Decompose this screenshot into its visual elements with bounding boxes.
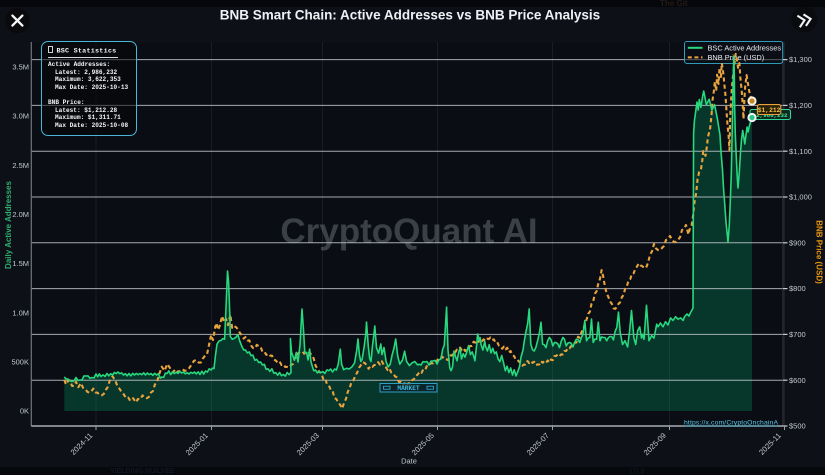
svg-text:BSC Active Addresses: BSC Active Addresses xyxy=(708,43,782,52)
svg-text:1.0M: 1.0M xyxy=(12,308,29,317)
svg-text:https://x.com/CryptoOnchainA: https://x.com/CryptoOnchainA xyxy=(684,420,778,427)
svg-text:500K: 500K xyxy=(11,358,29,367)
svg-text:$1,100: $1,100 xyxy=(789,147,812,156)
svg-text:$600: $600 xyxy=(789,376,806,385)
svg-text:2,986,232: 2,986,232 xyxy=(756,112,788,119)
svg-text:3.0M: 3.0M xyxy=(12,112,29,121)
svg-text:2.5M: 2.5M xyxy=(12,161,29,170)
svg-text:Date: Date xyxy=(401,457,417,466)
svg-text:$1,212: $1,212 xyxy=(758,107,781,114)
svg-text:$1,000: $1,000 xyxy=(789,193,812,202)
svg-text:(7) d: (7) d xyxy=(630,468,645,475)
svg-text:2.0M: 2.0M xyxy=(12,210,29,219)
svg-text:0K: 0K xyxy=(20,407,29,416)
svg-text:BNB Smart Chain: Active Addres: BNB Smart Chain: Active Addresses vs BNB… xyxy=(220,8,600,23)
svg-text:$1,300: $1,300 xyxy=(789,55,812,64)
svg-text:The Git: The Git xyxy=(660,0,688,8)
svg-text:$800: $800 xyxy=(789,284,806,293)
svg-text:MARKET: MARKET xyxy=(397,385,420,392)
svg-text:BNB Price (USD): BNB Price (USD) xyxy=(815,220,824,284)
svg-text:CryptoQuant AI: CryptoQuant AI xyxy=(280,212,537,251)
svg-text:$700: $700 xyxy=(789,330,806,339)
svg-text:1.5M: 1.5M xyxy=(12,259,29,268)
svg-text:$1,200: $1,200 xyxy=(789,101,812,110)
svg-text:YIELDING NUILVEE: YIELDING NUILVEE xyxy=(110,468,175,475)
svg-text:3.5M: 3.5M xyxy=(12,63,29,72)
svg-text:$900: $900 xyxy=(789,238,806,247)
svg-text:$500: $500 xyxy=(789,422,806,431)
svg-text:Daily Active Addresses: Daily Active Addresses xyxy=(4,181,13,269)
